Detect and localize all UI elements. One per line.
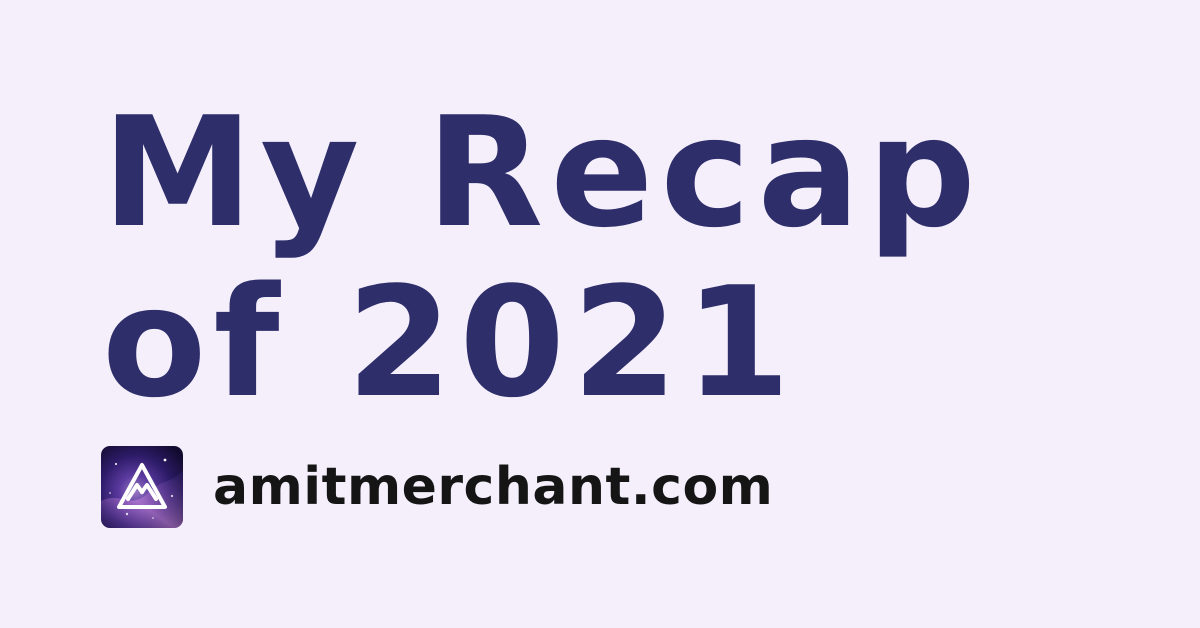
brand: amitmerchant.com (101, 446, 773, 528)
title-line-1: My Recap (102, 84, 983, 261)
mountain-triangle-logo-icon (101, 446, 183, 528)
page-title: My Recap of 2021 (102, 88, 1102, 428)
site-name: amitmerchant.com (213, 457, 774, 517)
title-line-2: of 2021 (102, 254, 798, 431)
